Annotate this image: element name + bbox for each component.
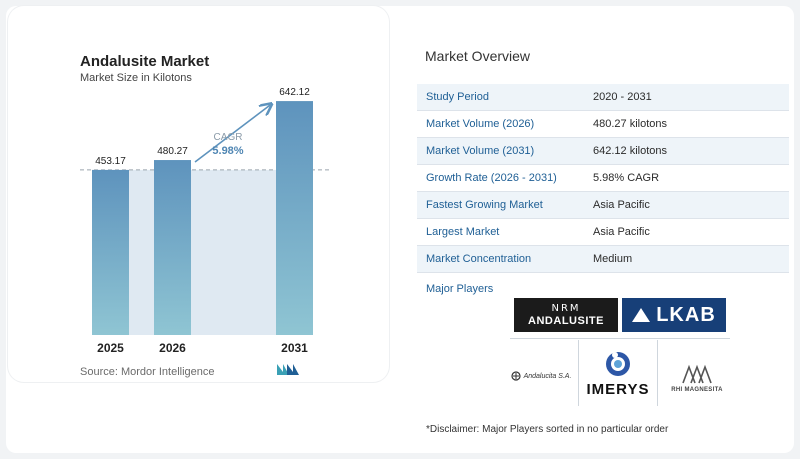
- growth-band: [129, 169, 154, 335]
- rhi-magnesita-text: RHI MAGNESITA: [671, 387, 723, 393]
- bar-2025: [92, 169, 129, 335]
- mordor-logo-icon: [277, 364, 299, 375]
- overview-title: Market Overview: [425, 48, 531, 64]
- overview-row-value: 5.98% CAGR: [593, 172, 660, 184]
- overview-row-label: Fastest Growing Market: [426, 199, 543, 211]
- growth-band: [191, 169, 276, 335]
- overview-row-label: Largest Market: [426, 226, 500, 238]
- cagr-label: CAGR: [214, 132, 243, 143]
- overview-row: Market Volume (2026) 480.27 kilotons: [417, 111, 789, 138]
- lkab-text: LKAB: [656, 303, 716, 326]
- overview-row: Fastest Growing Market Asia Pacific: [417, 192, 789, 219]
- overview-row-value: 642.12 kilotons: [593, 145, 667, 157]
- overview-row-label: Growth Rate (2026 - 2031): [426, 172, 557, 184]
- cagr-arrow: [194, 105, 270, 163]
- andalucita-logo: Andalucita S.A.: [506, 368, 576, 384]
- chart-title: Andalusite Market: [80, 53, 210, 70]
- overview-row: Market Concentration Medium: [417, 246, 789, 273]
- andalucita-emblem-icon: [510, 371, 521, 381]
- overview-row-label: Market Volume (2026): [426, 118, 535, 130]
- data-label: 480.27: [157, 146, 188, 157]
- cagr-value: 5.98%: [212, 145, 243, 157]
- rhi-magnesita-logo: RHI MAGNESITA: [664, 356, 730, 400]
- lkab-logo: LKAB: [622, 298, 726, 332]
- overview-row-value: 2020 - 2031: [593, 91, 652, 103]
- logo-divider: [510, 338, 730, 339]
- overview-row: Study Period 2020 - 2031: [417, 84, 789, 111]
- overview-row-value: Asia Pacific: [593, 226, 650, 238]
- andalusite-text: ANDALUSITE: [528, 314, 604, 327]
- nrm-andalusite-logo: NRM ANDALUSITE: [514, 298, 618, 332]
- major-players-logos: NRM ANDALUSITE LKAB Andalucita S.A. IMER…: [500, 296, 740, 408]
- imerys-emblem-icon: [606, 351, 630, 376]
- overview-table: Study Period 2020 - 2031 Market Volume (20…: [417, 84, 789, 273]
- bar-2031: [276, 101, 313, 335]
- rhi-emblem-icon: [682, 364, 712, 384]
- x-tick-label: 2025: [97, 341, 124, 355]
- disclaimer: *Disclaimer: Major Players sorted in no …: [426, 424, 669, 435]
- major-players-label: Major Players: [426, 283, 494, 295]
- overview-row-label: Market Volume (2031): [426, 145, 535, 157]
- overview-row: Largest Market Asia Pacific: [417, 219, 789, 246]
- x-tick-label: 2026: [159, 341, 186, 355]
- overview-row: Market Volume (2031) 642.12 kilotons: [417, 138, 789, 165]
- lkab-mountain-icon: [632, 308, 651, 322]
- data-label: 642.12: [279, 87, 310, 98]
- chart-subtitle: Market Size in Kilotons: [80, 72, 192, 84]
- overview-row: Growth Rate (2026 - 2031) 5.98% CAGR: [417, 165, 789, 192]
- imerys-text: IMERYS: [586, 380, 650, 398]
- bar-2026: [154, 160, 191, 335]
- source-note: Source: Mordor Intelligence: [80, 366, 215, 378]
- nrm-text: NRM: [551, 302, 581, 314]
- imerys-logo: IMERYS: [578, 340, 658, 406]
- andalucita-text: Andalucita S.A.: [523, 372, 572, 380]
- overview-row-value: Asia Pacific: [593, 199, 650, 211]
- overview-row-label: Market Concentration: [426, 253, 532, 265]
- overview-row-value: 480.27 kilotons: [593, 118, 667, 130]
- overview-row-label: Study Period: [426, 91, 489, 103]
- overview-row-value: Medium: [593, 253, 633, 265]
- data-label: 453.17: [95, 156, 126, 167]
- x-tick-label: 2031: [281, 341, 308, 355]
- bar-chart: 453.17 2025 480.27 2026 642.12 2031 CAGR 5.98%: [80, 87, 330, 355]
